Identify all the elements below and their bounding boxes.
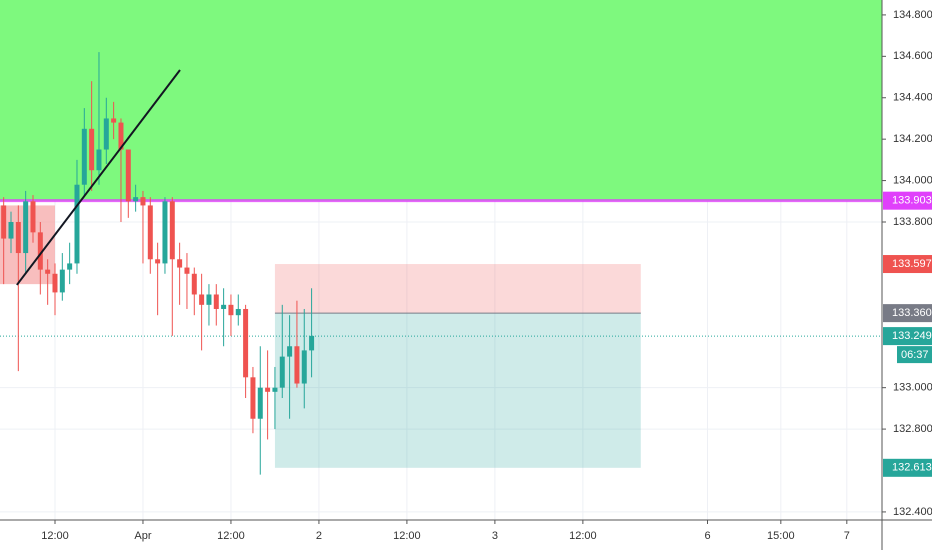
stop-zone bbox=[274, 264, 641, 314]
candle-body bbox=[147, 205, 153, 260]
candle-body bbox=[309, 335, 315, 351]
y-tick-label: 132.400 bbox=[893, 506, 932, 518]
x-tick-label: Apr bbox=[134, 530, 151, 542]
candle-body bbox=[30, 201, 36, 233]
candle-body bbox=[287, 346, 293, 357]
candle-body bbox=[52, 273, 58, 293]
stop-label: 133.597 bbox=[892, 258, 932, 270]
candle-body bbox=[59, 269, 65, 293]
y-tick-label: 134.400 bbox=[893, 92, 932, 104]
candle-body bbox=[67, 263, 73, 270]
y-tick-label: 134.800 bbox=[893, 9, 932, 21]
x-tick-label: 12:00 bbox=[41, 530, 69, 542]
candle-body bbox=[96, 149, 102, 171]
x-tick-label: 12:00 bbox=[393, 530, 421, 542]
resistance-zone bbox=[0, 0, 882, 201]
candle-body bbox=[103, 118, 109, 150]
target-label-bg bbox=[883, 458, 932, 477]
x-tick-label: 12:00 bbox=[569, 530, 597, 542]
entry-label: 133.360 bbox=[892, 307, 932, 319]
candle-body bbox=[221, 304, 227, 309]
candle-body bbox=[1, 205, 7, 239]
candle-body bbox=[111, 118, 117, 123]
stop-label-bg bbox=[883, 255, 932, 274]
candle-body bbox=[235, 308, 241, 316]
price-axis bbox=[882, 0, 932, 550]
candle-body bbox=[272, 387, 278, 392]
candle-body bbox=[294, 346, 300, 384]
candle-body bbox=[45, 269, 51, 274]
x-tick-label: 7 bbox=[844, 530, 850, 542]
candle-body bbox=[15, 221, 21, 254]
candle-body bbox=[206, 294, 212, 305]
candle-body bbox=[199, 294, 205, 305]
candle-body bbox=[301, 350, 307, 384]
y-tick-label: 134.200 bbox=[893, 133, 932, 145]
x-tick-label: 2 bbox=[316, 530, 322, 542]
candle-body bbox=[213, 294, 219, 309]
level-label: 133.903 bbox=[892, 195, 932, 207]
y-tick-label: 132.800 bbox=[893, 423, 932, 435]
candle-body bbox=[257, 387, 263, 419]
y-tick-label: 134.600 bbox=[893, 50, 932, 62]
candle-body bbox=[155, 259, 161, 264]
candle-body bbox=[265, 387, 271, 392]
candle-body bbox=[177, 259, 183, 268]
time-axis bbox=[0, 520, 932, 550]
x-tick-label: 3 bbox=[492, 530, 498, 542]
candle-body bbox=[81, 128, 87, 185]
target-label: 132.613 bbox=[892, 462, 932, 474]
candle-body bbox=[89, 128, 95, 171]
candle-body bbox=[250, 377, 256, 419]
candle-body bbox=[184, 267, 190, 274]
candle-body bbox=[228, 304, 234, 316]
level-label-bg bbox=[883, 191, 932, 210]
candle-body bbox=[169, 201, 175, 260]
last-price-label-bg bbox=[883, 327, 932, 346]
entry-label-bg bbox=[883, 304, 932, 323]
last-price-label: 133.249 bbox=[892, 330, 932, 342]
candle-body bbox=[74, 184, 80, 264]
x-tick-label: 12:00 bbox=[217, 530, 245, 542]
candle-body bbox=[279, 356, 285, 388]
candle-body bbox=[37, 232, 43, 270]
trendline bbox=[16, 69, 181, 286]
candle-body bbox=[191, 273, 197, 295]
x-tick-label: 15:00 bbox=[767, 530, 795, 542]
y-tick-label: 133.800 bbox=[893, 216, 932, 228]
target-zone bbox=[274, 313, 641, 468]
y-tick-label: 133.000 bbox=[893, 382, 932, 394]
countdown-bg bbox=[897, 346, 932, 364]
candle-body bbox=[118, 122, 124, 150]
candle-body bbox=[23, 201, 29, 254]
candle-body bbox=[8, 221, 14, 239]
candle-body bbox=[243, 308, 249, 378]
candle-body bbox=[133, 197, 139, 202]
candle-body bbox=[162, 201, 168, 264]
countdown: 06:37 bbox=[901, 349, 929, 361]
y-tick-label: 134.000 bbox=[893, 174, 932, 186]
x-tick-label: 6 bbox=[704, 530, 710, 542]
candle-body bbox=[140, 197, 146, 206]
candle-body bbox=[125, 149, 131, 202]
